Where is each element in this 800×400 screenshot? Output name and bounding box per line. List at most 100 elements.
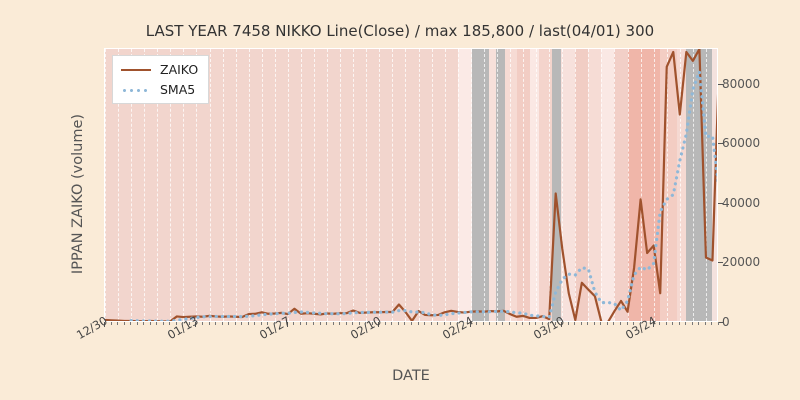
x-minor-tick bbox=[567, 322, 569, 325]
vertical-gridline bbox=[483, 49, 486, 321]
vertical-gridline bbox=[549, 49, 551, 321]
x-minor-tick bbox=[711, 322, 713, 325]
x-minor-tick bbox=[280, 322, 282, 325]
y-tick-mark bbox=[718, 83, 723, 85]
x-minor-tick bbox=[306, 322, 308, 325]
x-minor-tick bbox=[548, 322, 550, 325]
x-minor-tick bbox=[339, 322, 341, 325]
x-minor-tick bbox=[482, 322, 484, 325]
vertical-gridline bbox=[170, 49, 172, 321]
y-tick-mark bbox=[718, 262, 723, 264]
y-tick-label: 60000 bbox=[722, 136, 761, 151]
x-tick-mark bbox=[378, 322, 380, 327]
x-minor-tick bbox=[587, 322, 589, 325]
chart-legend: ZAIKO SMA5 bbox=[112, 55, 210, 104]
vertical-gridline bbox=[614, 49, 616, 321]
x-minor-tick bbox=[247, 322, 249, 325]
vertical-gridline bbox=[300, 49, 303, 321]
x-minor-tick bbox=[313, 322, 315, 325]
x-tick-mark bbox=[286, 322, 288, 327]
y-tick-label: 40000 bbox=[722, 195, 761, 210]
x-minor-tick bbox=[384, 322, 386, 325]
x-minor-tick bbox=[221, 322, 223, 325]
x-minor-tick bbox=[411, 322, 412, 325]
vertical-gridline bbox=[327, 49, 329, 321]
x-minor-tick bbox=[659, 322, 661, 325]
x-minor-tick bbox=[228, 322, 230, 325]
x-minor-tick bbox=[541, 322, 543, 325]
x-minor-tick bbox=[182, 322, 184, 325]
x-minor-tick bbox=[417, 322, 419, 325]
x-minor-tick bbox=[143, 322, 145, 325]
x-minor-tick bbox=[672, 322, 674, 325]
x-minor-tick bbox=[117, 322, 119, 325]
x-minor-tick bbox=[371, 322, 373, 325]
x-minor-tick bbox=[698, 322, 700, 325]
x-minor-tick bbox=[169, 322, 171, 325]
x-minor-tick bbox=[626, 322, 628, 325]
x-minor-tick bbox=[463, 322, 465, 325]
x-minor-tick bbox=[404, 322, 406, 325]
x-minor-tick bbox=[502, 322, 504, 325]
x-minor-tick bbox=[639, 322, 641, 325]
x-minor-tick bbox=[522, 322, 524, 325]
series-layer bbox=[105, 49, 717, 321]
x-minor-tick bbox=[156, 322, 158, 325]
x-minor-tick bbox=[665, 322, 667, 325]
x-minor-tick bbox=[633, 322, 635, 325]
legend-item-sma5: SMA5 bbox=[121, 82, 198, 97]
background-band bbox=[495, 49, 505, 321]
x-minor-tick bbox=[175, 322, 177, 325]
vertical-gridline bbox=[222, 49, 225, 321]
x-tick-mark bbox=[561, 322, 563, 327]
vertical-gridline bbox=[705, 49, 708, 321]
x-minor-tick bbox=[685, 322, 687, 325]
x-minor-tick bbox=[528, 322, 530, 325]
x-minor-tick bbox=[600, 322, 602, 325]
vertical-gridline bbox=[144, 49, 146, 321]
legend-swatch-sma5-line-icon bbox=[121, 85, 151, 95]
x-minor-tick bbox=[508, 322, 510, 325]
x-minor-tick bbox=[188, 322, 190, 325]
x-minor-tick bbox=[476, 322, 478, 325]
x-minor-tick bbox=[456, 322, 458, 325]
vertical-gridline bbox=[183, 49, 185, 321]
vertical-gridline bbox=[157, 49, 159, 321]
y-tick-mark bbox=[718, 202, 723, 204]
background-band bbox=[575, 49, 589, 321]
vertical-gridline bbox=[509, 49, 512, 321]
x-minor-tick bbox=[450, 322, 452, 325]
vertical-gridline bbox=[588, 49, 590, 321]
vertical-gridline bbox=[562, 49, 564, 321]
y-axis-label: IPPAN ZAIKO (volume) bbox=[70, 113, 86, 275]
x-minor-tick bbox=[620, 322, 622, 325]
x-minor-tick bbox=[424, 322, 426, 325]
vertical-gridline bbox=[405, 49, 407, 321]
x-minor-tick bbox=[234, 322, 236, 325]
vertical-gridline bbox=[209, 49, 212, 321]
x-minor-tick bbox=[495, 322, 497, 325]
vertical-gridline bbox=[248, 49, 251, 321]
x-minor-tick bbox=[397, 322, 399, 325]
vertical-gridline bbox=[105, 49, 107, 321]
x-tick-mark bbox=[104, 322, 105, 327]
x-minor-tick bbox=[391, 322, 393, 325]
vertical-gridline bbox=[470, 49, 473, 321]
vertical-gridline bbox=[627, 49, 630, 321]
vertical-gridline bbox=[118, 49, 120, 321]
vertical-gridline bbox=[392, 49, 394, 321]
x-minor-tick bbox=[215, 322, 217, 325]
x-minor-tick bbox=[130, 322, 132, 325]
x-tick-mark bbox=[469, 322, 471, 327]
vertical-gridline bbox=[679, 49, 682, 321]
background-band bbox=[676, 49, 687, 321]
x-minor-tick bbox=[443, 322, 445, 325]
x-minor-tick bbox=[267, 322, 269, 325]
x-minor-tick bbox=[718, 322, 719, 325]
x-minor-tick bbox=[293, 322, 295, 325]
x-minor-tick bbox=[352, 322, 354, 325]
vertical-gridline bbox=[601, 49, 603, 321]
vertical-gridline bbox=[575, 49, 577, 321]
x-minor-tick bbox=[678, 322, 680, 325]
